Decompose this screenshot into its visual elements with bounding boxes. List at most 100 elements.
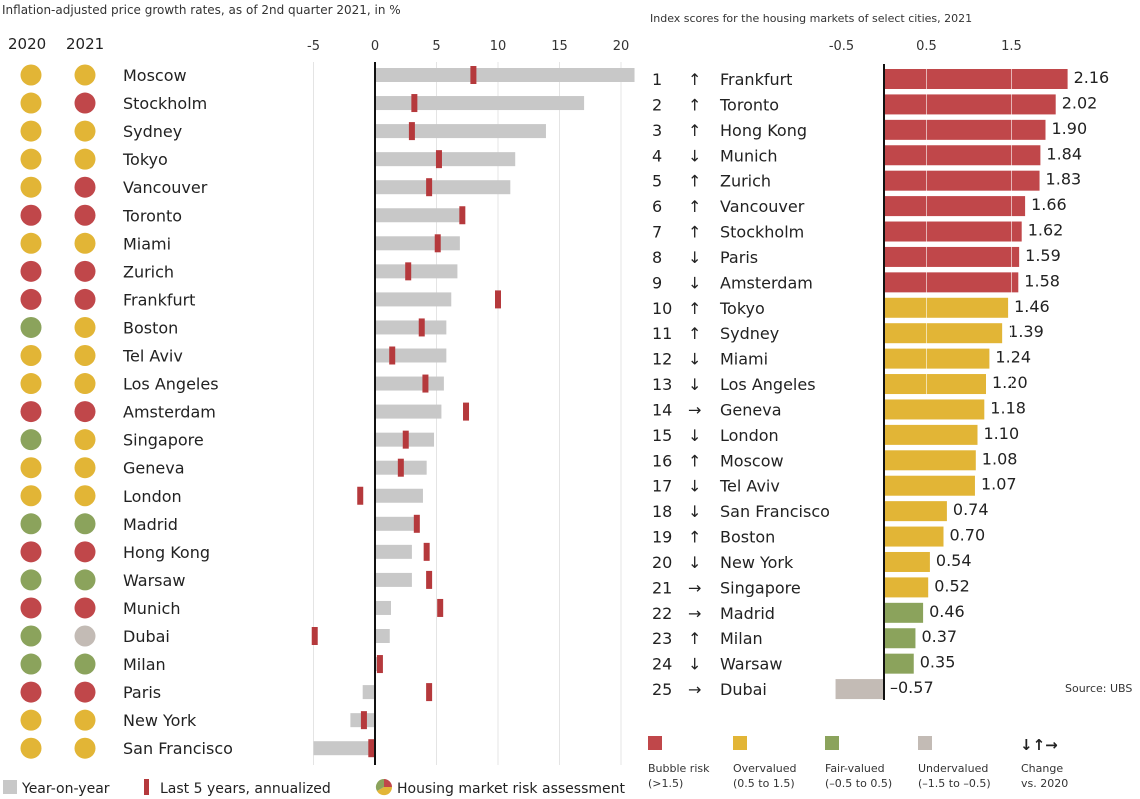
legend-change-sub: vs. 2020 [1021, 777, 1068, 790]
risk-dot-2020 [20, 316, 42, 338]
five-year-marker [389, 346, 396, 365]
index-bar [884, 450, 976, 471]
legend-risk-label: Housing market risk assessment [397, 781, 625, 797]
risk-dot-2020 [20, 120, 42, 142]
city-label: Stockholm [123, 94, 207, 113]
city-label: Vancouver [720, 197, 805, 216]
x-tick-label: -5 [307, 39, 320, 54]
city-label: New York [123, 711, 197, 730]
value-label: 1.62 [1028, 221, 1064, 240]
risk-dot-2020 [20, 288, 42, 310]
rank-label: 1 [652, 70, 662, 89]
change-up-icon: ↑ [688, 324, 701, 343]
risk-dot-2021 [74, 681, 96, 703]
risk-dot-2021 [74, 260, 96, 282]
yoy-bar [375, 180, 511, 195]
index-bar [884, 653, 914, 674]
legend-over-range: (0.5 to 1.5) [733, 777, 795, 790]
legend-under-label: Undervalued [918, 762, 988, 775]
city-label: Frankfurt [720, 70, 792, 89]
value-label: 0.52 [934, 576, 970, 595]
risk-dot-2020 [20, 260, 42, 282]
legend-under-range: (–1.5 to –0.5) [918, 777, 991, 790]
risk-dot-2021 [74, 148, 96, 170]
risk-dot-2021 [74, 232, 96, 254]
yoy-bar [375, 320, 447, 335]
city-label: Milan [123, 655, 166, 674]
legend-5y-swatch [144, 779, 149, 795]
city-label: Moscow [123, 66, 187, 85]
five-year-marker [423, 542, 430, 561]
risk-dot-2021 [74, 373, 96, 395]
city-label: Dubai [720, 680, 767, 699]
risk-dot-2020 [20, 653, 42, 675]
five-year-marker [495, 290, 501, 309]
risk-col-2020: 2020 [8, 35, 46, 53]
risk-dot-2020 [20, 64, 42, 86]
change-up-icon: ↑ [688, 197, 701, 216]
risk-dot-2021 [74, 204, 96, 226]
risk-dot-2021 [74, 288, 96, 310]
city-label: Moscow [720, 451, 784, 470]
city-label: Singapore [123, 431, 204, 450]
yoy-bar [375, 152, 516, 167]
legend-fair-swatch [825, 736, 839, 750]
rank-label: 11 [652, 324, 672, 343]
change-up-icon: ↑ [688, 299, 701, 318]
x-tick-label: 15 [551, 39, 568, 54]
change-down-icon: ↓ [688, 248, 701, 267]
yoy-bar [362, 685, 375, 700]
x-tick-label: 10 [490, 39, 507, 54]
city-label: Toronto [122, 206, 182, 225]
change-down-icon: ↓ [688, 350, 701, 369]
yoy-bar [375, 572, 412, 587]
five-year-marker [357, 486, 364, 505]
change-up-icon: ↑ [688, 95, 701, 114]
index-bar [884, 475, 975, 496]
rank-label: 16 [652, 451, 672, 470]
index-bar [884, 323, 1003, 344]
legend-fair-label: Fair-valued [825, 762, 885, 775]
index-bar [884, 628, 916, 649]
legend-over-swatch [733, 736, 747, 750]
legend-bubble-range: (>1.5) [648, 777, 683, 790]
risk-dot-2020 [20, 148, 42, 170]
risk-dot-2020 [20, 204, 42, 226]
legend-over-label: Overvalued [733, 762, 797, 775]
city-label: New York [720, 553, 794, 572]
value-label: 0.74 [953, 500, 989, 519]
pie-slice [377, 787, 393, 796]
yoy-bar [375, 348, 447, 363]
risk-dot-2020 [20, 176, 42, 198]
legend-yoy-label: Year-on-year [21, 781, 110, 797]
rank-label: 17 [652, 477, 672, 496]
city-label: San Francisco [123, 739, 233, 758]
five-year-marker [459, 206, 466, 225]
five-year-marker [418, 318, 425, 337]
change-down-icon: ↓ [688, 477, 701, 496]
rank-label: 8 [652, 248, 662, 267]
change-down-icon: ↓ [688, 655, 701, 674]
change-right-icon: → [688, 400, 701, 419]
pie-slice [384, 779, 392, 787]
value-label: 0.46 [929, 602, 965, 621]
rank-label: 15 [652, 426, 672, 445]
risk-dot-2021 [74, 485, 96, 507]
risk-dot-2020 [20, 401, 42, 423]
five-year-marker [405, 262, 412, 281]
legend-5y-label: Last 5 years, annualized [160, 781, 331, 797]
risk-dot-2021 [74, 569, 96, 591]
five-year-marker [426, 178, 433, 197]
index-bar [884, 94, 1056, 115]
value-label: –0.57 [890, 678, 934, 697]
index-bar [884, 221, 1022, 242]
index-bar [884, 170, 1040, 191]
index-bar [884, 551, 930, 572]
value-label: 1.10 [984, 424, 1020, 443]
city-label: Munich [720, 146, 777, 165]
five-year-marker [360, 711, 367, 730]
legend-risk-pie-icon [375, 778, 393, 796]
yoy-bar [375, 600, 391, 615]
city-label: Dubai [123, 627, 170, 646]
value-label: 1.84 [1046, 144, 1082, 163]
